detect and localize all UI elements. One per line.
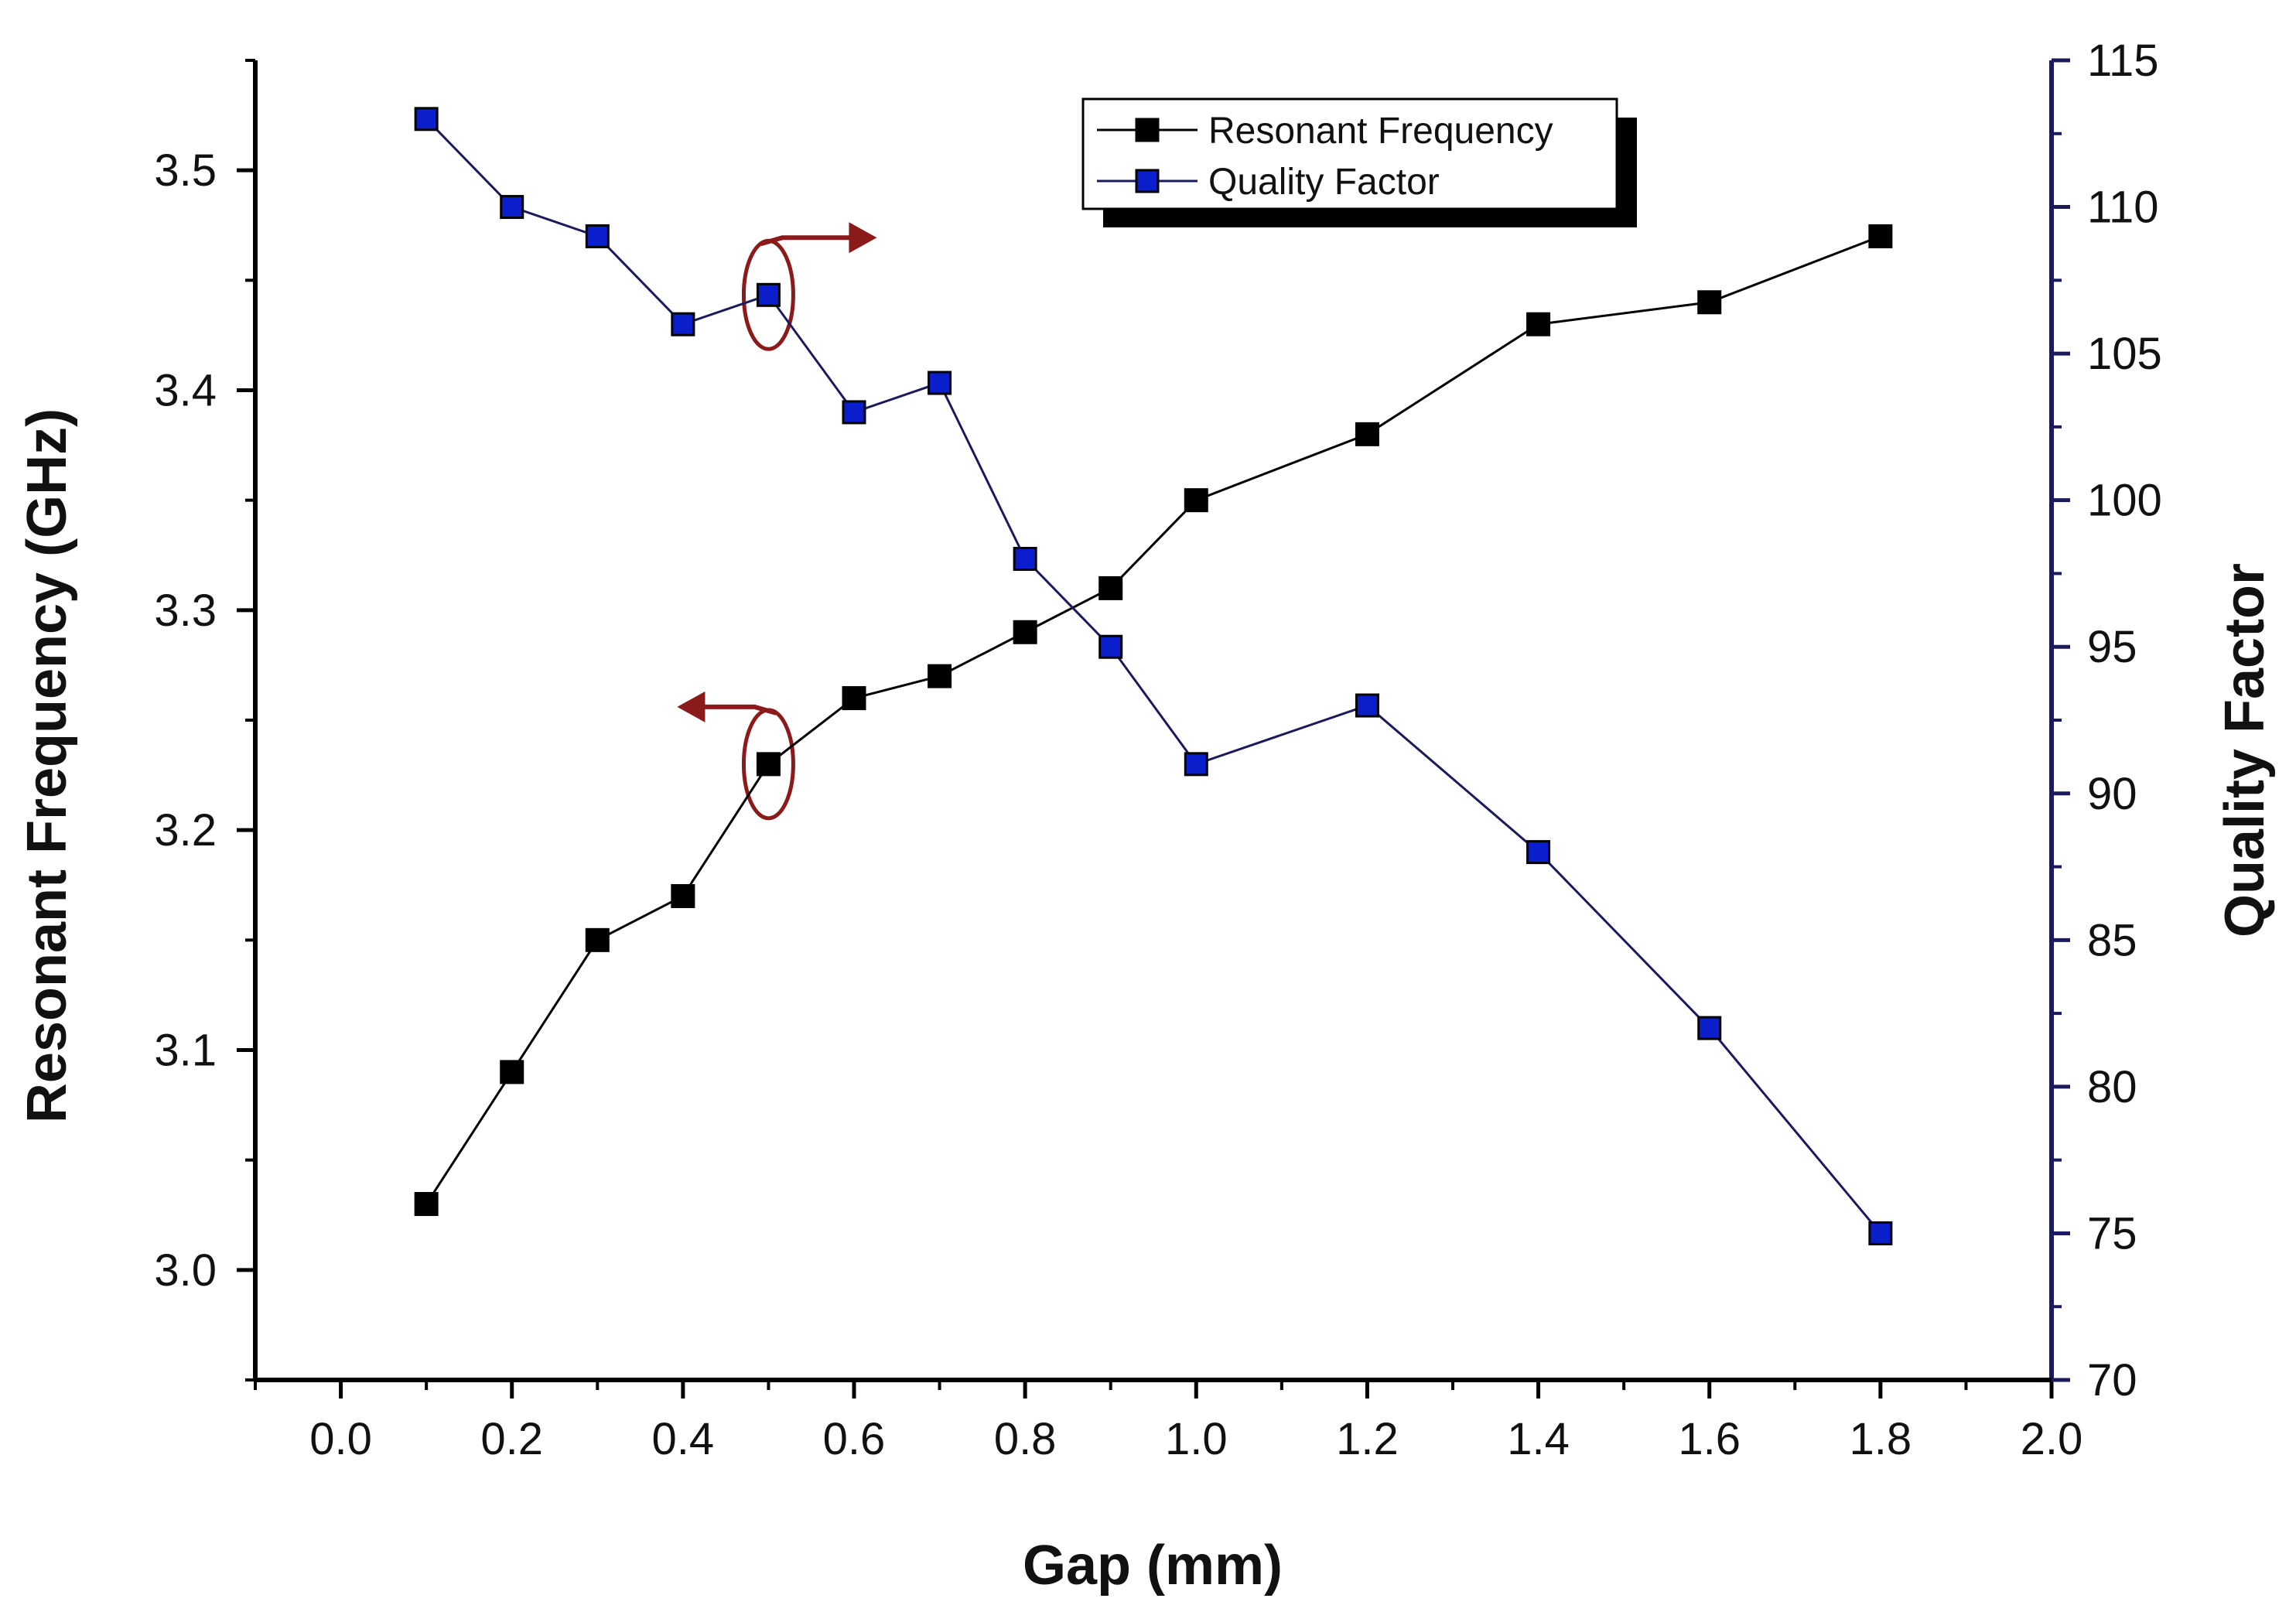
quality-factor-point <box>671 312 695 336</box>
series-layer <box>414 107 1893 1245</box>
annotation-arrow-left <box>694 704 777 715</box>
quality-factor-point <box>756 282 781 307</box>
x-tick-label: 0.8 <box>994 1414 1057 1464</box>
legend-marker <box>1135 118 1160 142</box>
resonant-frequency-line <box>425 235 1881 1205</box>
y-tick-label: 3.5 <box>154 145 217 196</box>
x-tick-label: 0.0 <box>309 1414 372 1464</box>
resonant-frequency-point <box>1013 620 1037 644</box>
annotation-arrowhead-left <box>677 691 706 722</box>
quality-factor-point <box>1013 546 1037 571</box>
x-tick-label: 1.8 <box>1850 1414 1912 1464</box>
right-y-axis-ticks: 70 75 80 85 90 95 100 105 110 115 <box>2052 36 2162 1405</box>
left-y-axis-title: Resonant Frequency (GHz) <box>16 408 78 1123</box>
legend: Resonant Frequency Quality Factor <box>1081 97 1637 227</box>
resonant-frequency-point <box>1868 224 1893 248</box>
annotation-arrow-right <box>760 235 860 247</box>
quality-factor-point <box>1697 1016 1722 1040</box>
y2-tick-label: 80 <box>2087 1062 2137 1112</box>
x-tick-label: 1.4 <box>1507 1414 1570 1464</box>
resonant-frequency-point <box>1526 312 1551 336</box>
x-tick-label: 1.6 <box>1678 1414 1741 1464</box>
quality-factor-point <box>1868 1221 1893 1245</box>
y2-tick-label: 70 <box>2087 1355 2137 1405</box>
y2-tick-label: 95 <box>2087 622 2137 672</box>
y-tick-label: 3.1 <box>154 1026 217 1076</box>
x-tick-label: 0.2 <box>480 1414 543 1464</box>
legend-box <box>1081 97 1618 210</box>
resonant-frequency-point <box>585 927 610 952</box>
y2-tick-label: 90 <box>2087 769 2137 819</box>
axes: 0.0 0.2 0.4 0.6 0.8 1.0 1.2 1.4 1.6 1.8 2.0 3.0 3.1… <box>154 36 2161 1464</box>
resonant-frequency-point <box>928 664 952 688</box>
resonant-frequency-point <box>1184 488 1208 513</box>
resonant-frequency-point <box>756 752 781 777</box>
y-tick-label: 3.4 <box>154 366 217 416</box>
x-tick-label: 0.4 <box>652 1414 715 1464</box>
quality-factor-point <box>842 400 866 425</box>
quality-factor-line <box>425 118 1882 1235</box>
legend-label: Quality Factor <box>1208 162 1440 203</box>
annotation-layer <box>677 222 877 821</box>
quality-factor-point <box>414 107 439 131</box>
quality-factor-point <box>1098 634 1123 659</box>
left-y-axis-ticks: 3.0 3.1 3.2 3.3 3.4 3.5 <box>154 59 255 1381</box>
annotation-arrowhead-right <box>849 222 877 254</box>
right-y-axis-title: Quality Factor <box>2214 563 2276 937</box>
x-axis-title: Gap (mm) <box>1023 1535 1283 1597</box>
quality-factor-point <box>928 371 952 395</box>
resonant-frequency-point <box>1697 290 1722 315</box>
resonant-frequency-point <box>500 1060 524 1084</box>
x-tick-label: 2.0 <box>2021 1414 2083 1464</box>
y-tick-label: 3.3 <box>154 586 217 636</box>
resonant-frequency-point <box>1355 422 1379 446</box>
y-tick-label: 3.2 <box>154 805 217 856</box>
quality-factor-point <box>1526 840 1551 865</box>
legend-label: Resonant Frequency <box>1208 111 1553 152</box>
y2-tick-label: 85 <box>2087 915 2137 965</box>
x-tick-label: 1.0 <box>1165 1414 1228 1464</box>
x-tick-label: 0.6 <box>823 1414 886 1464</box>
x-tick-label: 1.2 <box>1336 1414 1399 1464</box>
y2-tick-label: 115 <box>2087 36 2158 86</box>
y2-tick-label: 105 <box>2087 329 2162 379</box>
y2-tick-label: 110 <box>2087 183 2158 233</box>
resonant-frequency-point <box>1098 575 1123 600</box>
y2-tick-label: 100 <box>2087 476 2162 526</box>
y2-tick-label: 75 <box>2087 1208 2137 1259</box>
legend-marker <box>1135 169 1160 193</box>
quality-factor-point <box>1355 693 1379 718</box>
x-axis-ticks: 0.0 0.2 0.4 0.6 0.8 1.0 1.2 1.4 1.6 1.8 2.0 <box>254 1380 2083 1464</box>
resonant-frequency-point <box>414 1192 439 1217</box>
y-tick-label: 3.0 <box>154 1245 217 1296</box>
quality-factor-point <box>1184 752 1208 777</box>
quality-factor-point <box>500 195 524 220</box>
resonant-frequency-point <box>671 883 695 908</box>
quality-factor-point <box>585 224 610 248</box>
resonant-frequency-point <box>842 686 866 711</box>
